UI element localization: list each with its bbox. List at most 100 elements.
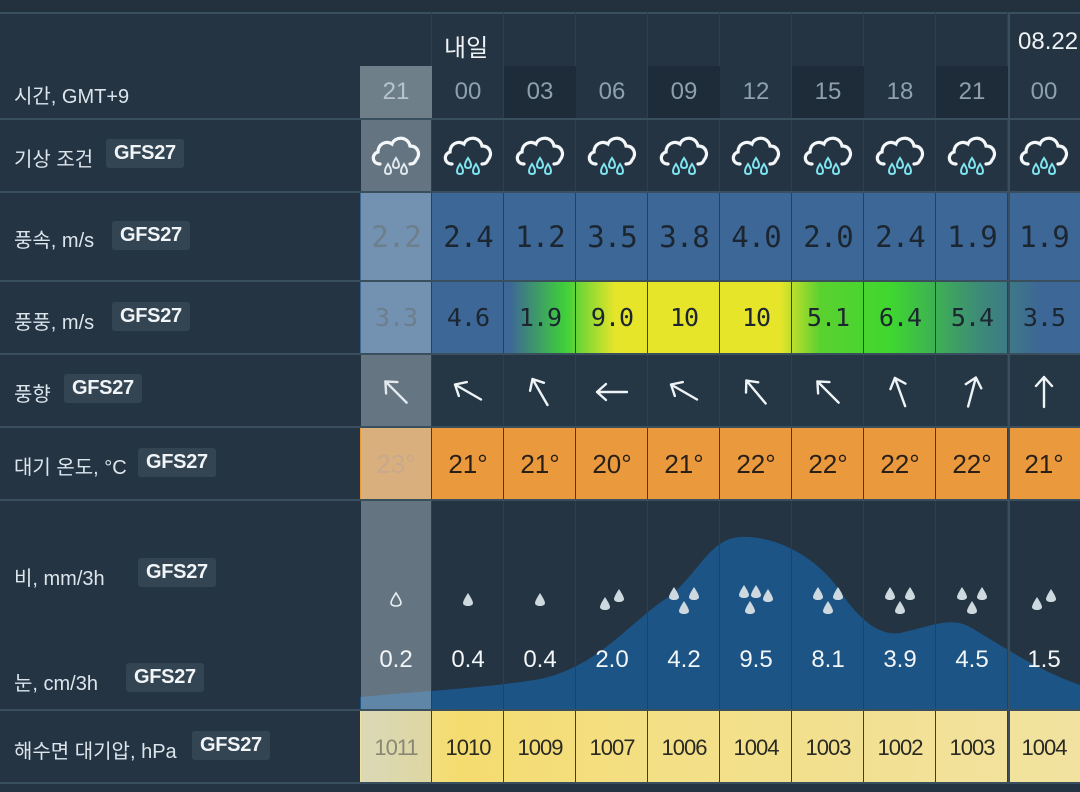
divider: [0, 782, 1080, 784]
precip-value: 1.5: [1027, 646, 1061, 673]
rain-cloud-icon: [731, 136, 781, 176]
raindrop-icon: [669, 587, 699, 614]
pressure-band: [360, 711, 1080, 784]
wind-speed-value: 2.4: [443, 220, 493, 254]
wind-arrow-icon: [1034, 375, 1054, 409]
model-badge[interactable]: GFS27: [138, 448, 216, 477]
past-column-overlay: [361, 66, 432, 784]
divider: [0, 118, 1080, 120]
hour-cell: 21: [936, 66, 1008, 118]
model-badge[interactable]: GFS27: [112, 221, 190, 250]
model-badge[interactable]: GFS27: [192, 731, 270, 760]
wind-speed-band: [360, 193, 1080, 281]
model-badge[interactable]: GFS27: [112, 302, 190, 331]
wind-speed-value: 1.9: [947, 220, 997, 254]
column-separator: [1007, 12, 1008, 784]
temp-value: 21°: [448, 449, 488, 479]
divider: [0, 280, 1080, 282]
rain-cloud-icon: [587, 136, 637, 176]
model-badge[interactable]: GFS27: [138, 558, 216, 587]
hour-cell: 03: [504, 66, 576, 118]
gust-value: 6.4: [878, 303, 922, 332]
label-row-time: 시간, GMT+9: [0, 66, 359, 120]
wind-speed-value: 4.0: [731, 220, 781, 254]
day-divider: [1008, 12, 1010, 784]
pressure-value: 1002: [877, 735, 924, 760]
wind-speed-value: 2.0: [803, 220, 853, 254]
top-bar: [0, 0, 1080, 14]
temp-value: 21°: [520, 449, 560, 479]
gust-value: 5.1: [806, 303, 850, 332]
wind-speed-value: 2.2: [371, 220, 421, 254]
gust-label: 풍풍, m/s: [14, 312, 95, 334]
day-label: 내일: [444, 35, 489, 62]
label-row-precip: 비, mm/3h GFS27 눈, cm/3h GFS27: [0, 501, 359, 711]
hour-cell: 00: [454, 78, 482, 105]
wind-speed-value: 1.2: [515, 220, 565, 254]
hour-cell: 21: [360, 66, 432, 118]
column-separator: [935, 12, 936, 784]
time-label: 시간, GMT+9: [14, 86, 130, 108]
temp-value: 21°: [1024, 449, 1064, 479]
model-badge[interactable]: GFS27: [106, 139, 184, 168]
rain-cloud-icon: [371, 136, 421, 176]
raindrop-icon: [739, 585, 773, 614]
temp-value: 20°: [592, 449, 632, 479]
divider: [0, 426, 1080, 428]
rain-label: 비, mm/3h: [14, 568, 105, 590]
rain-cloud-icon: [1019, 136, 1069, 176]
rain-cloud-icon: [803, 136, 853, 176]
temp-value: 23°: [376, 449, 416, 479]
precip-value: 0.2: [379, 646, 413, 673]
label-row-wind-dir: 풍향 GFS27: [0, 355, 359, 428]
hour-cell: 09: [648, 66, 720, 118]
precip-value: 0.4: [523, 646, 557, 673]
gust-value: 9.0: [590, 303, 634, 332]
hour-cell: 15: [792, 66, 864, 118]
temp-band: [360, 428, 1080, 500]
gust-value: 10: [741, 303, 771, 332]
pressure-value: 1007: [589, 735, 636, 760]
pressure-value: 1003: [949, 735, 996, 760]
precip-value: 8.1: [811, 646, 845, 673]
wind-arrow-icon: [816, 380, 840, 404]
raindrop-icon: [600, 589, 624, 610]
wind-arrow-icon: [744, 379, 767, 405]
raindrop-icon: [813, 587, 843, 614]
pressure-value: 1010: [445, 735, 492, 760]
wind-dir-label: 풍향: [14, 384, 51, 406]
model-badge[interactable]: GFS27: [126, 663, 204, 692]
snow-label: 눈, cm/3h: [14, 673, 98, 695]
rain-cloud-icon: [443, 136, 493, 176]
divider: [0, 191, 1080, 193]
wind-speed-value: 2.4: [875, 220, 925, 254]
column-separator: [647, 12, 648, 784]
next-day-label: 08.22: [1018, 28, 1079, 55]
divider: [0, 499, 1080, 501]
label-row-weather: 기상 조건 GFS27: [0, 120, 359, 193]
wind-arrow-icon: [528, 377, 549, 407]
column-separator: [503, 12, 504, 784]
rain-cloud-icon: [875, 136, 925, 176]
pressure-label: 해수면 대기압, hPa: [14, 741, 177, 763]
rain-cloud-icon: [947, 136, 997, 176]
temp-label: 대기 온도, °C: [14, 457, 127, 479]
temp-value: 22°: [736, 449, 776, 479]
precip-value: 9.5: [739, 646, 773, 673]
precip-value: 3.9: [883, 646, 917, 673]
hour-cell: 06: [598, 78, 626, 105]
label-row-pressure: 해수면 대기압, hPa GFS27: [0, 711, 359, 784]
gust-value: 3.5: [1022, 303, 1066, 332]
column-separator: [863, 12, 864, 784]
hour-cell: 12: [742, 78, 770, 105]
raindrop-icon: [390, 591, 402, 607]
divider: [0, 709, 1080, 711]
wind-speed-value: 1.9: [1019, 220, 1069, 254]
raindrop-icon: [463, 593, 473, 606]
wind-dir-band: [360, 355, 1080, 427]
wind-speed-value: 3.8: [659, 220, 709, 254]
raindrop-icon: [1032, 589, 1056, 610]
wind-arrow-icon: [889, 376, 907, 408]
gust-band: [360, 282, 1080, 354]
model-badge[interactable]: GFS27: [64, 374, 142, 403]
